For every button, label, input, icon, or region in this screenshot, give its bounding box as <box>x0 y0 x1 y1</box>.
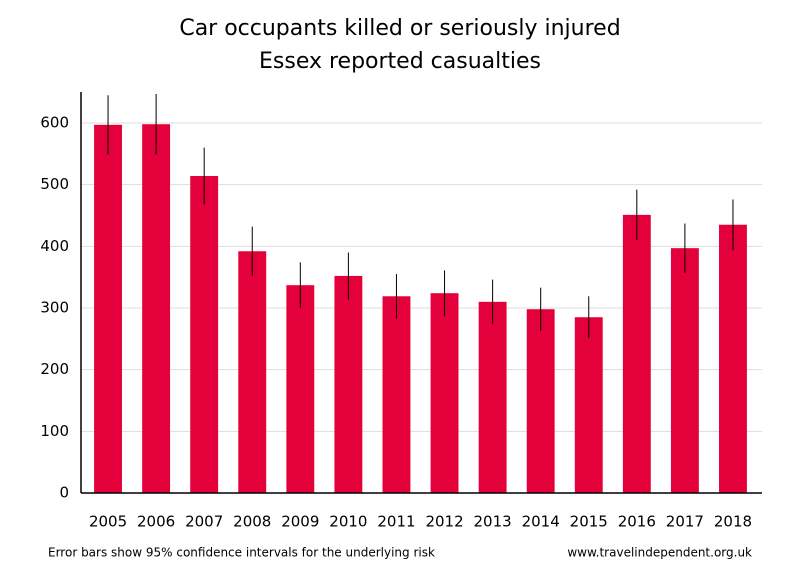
y-tick-label: 300 <box>40 298 69 316</box>
bar <box>238 251 267 493</box>
bar <box>142 124 171 493</box>
x-tick-label: 2005 <box>89 513 127 531</box>
x-tick-label: 2008 <box>233 513 271 531</box>
y-tick-label: 200 <box>40 360 69 378</box>
chart-title: Car occupants killed or seriously injure… <box>179 16 620 41</box>
bar <box>526 309 555 493</box>
x-tick-label: 2013 <box>474 513 512 531</box>
bar <box>670 248 699 493</box>
bar <box>719 224 747 493</box>
y-tick-label: 100 <box>40 422 69 440</box>
bar <box>190 176 219 493</box>
x-tick-label: 2017 <box>666 513 704 531</box>
x-tick-label: 2015 <box>570 513 608 531</box>
y-tick-label: 500 <box>40 175 69 193</box>
bar <box>334 275 363 493</box>
chart-subtitle: Essex reported casualties <box>259 49 541 74</box>
x-tick-label: 2009 <box>281 513 319 531</box>
x-tick-label: 2011 <box>377 513 415 531</box>
y-tick-label: 0 <box>59 484 69 502</box>
x-tick-label: 2007 <box>185 513 223 531</box>
x-tick-label: 2016 <box>618 513 656 531</box>
bar <box>478 301 507 493</box>
x-tick-label: 2014 <box>522 513 560 531</box>
x-tick-label: 2018 <box>714 513 752 531</box>
y-tick-label: 400 <box>40 237 69 255</box>
bar <box>286 285 315 493</box>
bar <box>94 124 122 493</box>
footnote: Error bars show 95% confidence intervals… <box>48 546 435 560</box>
bar <box>430 293 459 493</box>
x-tick-label: 2012 <box>425 513 463 531</box>
bar <box>382 296 411 493</box>
bar <box>574 317 603 493</box>
source: www.travelindependent.org.uk <box>567 546 752 560</box>
bar <box>622 214 651 494</box>
y-tick-label: 600 <box>40 113 69 131</box>
x-tick-label: 2010 <box>329 513 367 531</box>
x-tick-label: 2006 <box>137 513 175 531</box>
